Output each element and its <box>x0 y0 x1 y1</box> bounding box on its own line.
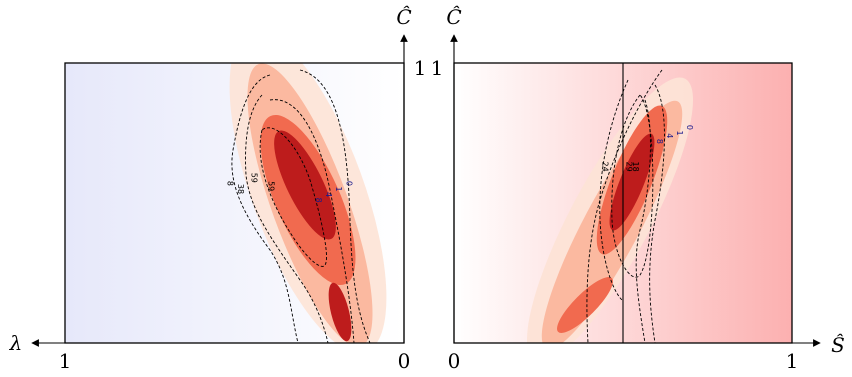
right-x-tick-0: 0 <box>448 349 461 373</box>
right-contour-3 <box>611 94 654 278</box>
right-contour-label-2: 18 <box>631 162 640 172</box>
left-y-tick-1: 1 <box>414 56 427 80</box>
right-contour-4 <box>635 99 651 343</box>
left-contour-label-4: 8 <box>314 198 323 203</box>
right-x-axis-label: Ŝ <box>831 332 845 357</box>
left-contour-1 <box>299 69 371 343</box>
left-contour-2 <box>231 74 299 343</box>
right-contour-2 <box>649 84 665 343</box>
left-contour-label-0: 8 <box>226 181 235 186</box>
right-contour-5 <box>599 79 629 301</box>
left-contour-4 <box>269 99 355 343</box>
right-contour-label-6: 0 <box>685 125 694 130</box>
left-contour-label-5: 4 <box>324 192 333 197</box>
left-contour-label-3: 59 <box>266 181 275 191</box>
right-density-blob <box>526 69 694 343</box>
right-contour-label-3: 8 <box>655 139 664 144</box>
right-x-tick-1: 1 <box>786 349 799 373</box>
left-density-level-4b <box>328 282 352 342</box>
left-x-tick-0: 0 <box>398 349 411 373</box>
right-contour-label-5: 1 <box>675 130 684 135</box>
left-contour-5 <box>259 127 327 267</box>
left-contour-label-2: 59 <box>249 173 258 183</box>
right-y-axis-label: Ĉ <box>446 4 461 29</box>
left-contour-label-7: 0 <box>344 181 353 186</box>
left-density-blob <box>229 63 387 343</box>
right-contour-1 <box>586 69 663 343</box>
left-contour-3 <box>245 94 329 343</box>
right-density-level-3b <box>557 277 613 333</box>
left-x-tick-1: 1 <box>59 349 72 373</box>
right-y-tick-1: 1 <box>431 56 444 80</box>
left-density-level-4a <box>274 130 336 240</box>
right-contour-label-4: 4 <box>665 133 674 138</box>
left-x-axis-label: λ <box>9 331 23 355</box>
left-contour-label-6: 1 <box>334 186 343 191</box>
right-density-level-4 <box>609 133 655 231</box>
left-y-axis-label: Ĉ <box>396 4 411 29</box>
right-contour-label-1: 29 <box>624 162 633 172</box>
right-contour-label-0: 24 <box>601 162 610 172</box>
left-contour-label-1: 38 <box>236 184 245 194</box>
